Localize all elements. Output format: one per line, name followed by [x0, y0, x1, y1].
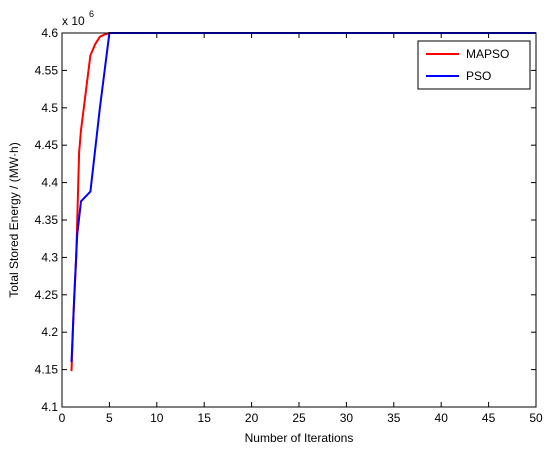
y-tick-label: 4.4: [41, 176, 58, 190]
x-tick-label: 0: [59, 411, 66, 425]
y-tick-label: 4.55: [35, 63, 59, 77]
x-tick-label: 35: [387, 411, 401, 425]
legend: MAPSO PSO: [417, 40, 531, 90]
series-layer: [70, 32, 536, 372]
x-tick-label: 45: [482, 411, 496, 425]
x-tick-label: 30: [340, 411, 354, 425]
y-tick-label: 4.2: [41, 325, 58, 339]
tick-labels: 0 5 10 15 20 25 30 35 40 45 50 4.1 4.15 4.2 4.25 4.3 4.3…: [35, 26, 543, 425]
x-tick-label: 15: [198, 411, 212, 425]
y-tick-label: 4.15: [35, 363, 59, 377]
y-tick-label: 4.6: [41, 26, 58, 40]
y-exponent-power: 6: [89, 9, 94, 19]
y-tick-label: 4.25: [35, 288, 59, 302]
x-tick-label: 25: [292, 411, 306, 425]
x-axis-label: Number of Iterations: [245, 431, 354, 445]
y-axis-label: Total Stored Energy / (MW·h): [7, 142, 21, 297]
plot-frame: [61, 32, 537, 408]
x-tick-label: 5: [106, 411, 113, 425]
y-tick-label: 4.3: [41, 250, 58, 264]
plot-area: [62, 33, 536, 407]
x-tick-label: 20: [245, 411, 259, 425]
x-tick-label: 40: [435, 411, 449, 425]
y-tick-label: 4.35: [35, 213, 59, 227]
y-exponent-base: x 10: [62, 14, 85, 28]
y-tick-label: 4.5: [41, 101, 58, 115]
legend-label-mapso: MAPSO: [466, 47, 509, 61]
legend-label-pso: PSO: [466, 69, 491, 83]
y-tick-label: 4.45: [35, 138, 59, 152]
series-line-pso: [70, 32, 536, 363]
legend-box: [417, 40, 531, 90]
x-tick-label: 50: [529, 411, 543, 425]
x-tick-label: 10: [150, 411, 164, 425]
y-tick-label: 4.1: [41, 400, 58, 414]
